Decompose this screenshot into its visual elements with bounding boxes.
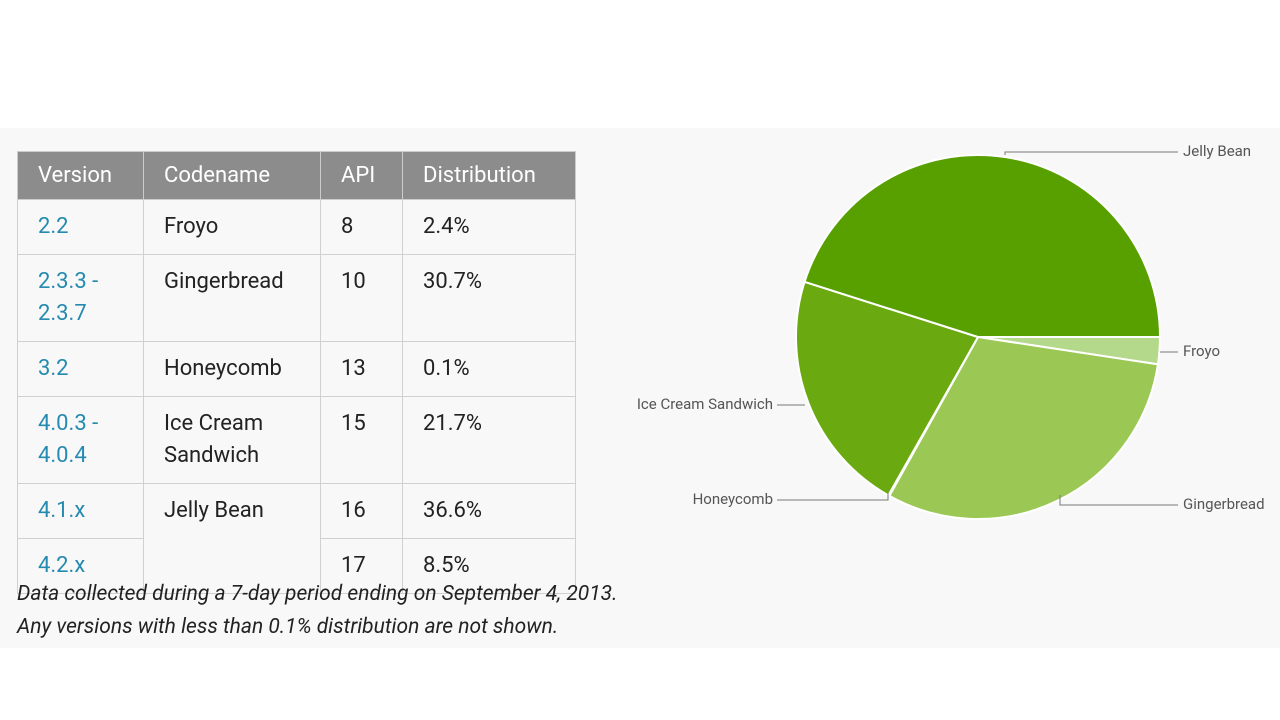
distribution-cell: 0.1% (402, 341, 576, 397)
version-cell: 4.2.x (17, 538, 144, 594)
pie-slice (795, 280, 980, 497)
api-cell: 13 (320, 341, 403, 397)
codename-cell: Honeycomb (143, 341, 321, 397)
pie-slice (803, 154, 1162, 338)
codename-cell: Gingerbread (143, 254, 321, 342)
distribution-table: Version Codename API Distribution 2.2 Froyo 8… (17, 151, 576, 594)
api-cell: 15 (320, 396, 403, 484)
version-cell: 4.1.x (17, 483, 144, 539)
leader-line (777, 493, 889, 501)
distribution-cell: 30.7% (402, 254, 576, 342)
note: Any versions with less than 0.1% distrib… (17, 615, 559, 639)
table-body: 2.2 Froyo 8 2.4% 2.3.3 - 2.3.7 Gingerbread 10 3… (17, 199, 576, 594)
pie-chart: Froyo Gingerbread Honeycomb Ice Cream Sandw… (637, 142, 1265, 520)
slice-label: Froyo (1183, 342, 1220, 360)
slice-label: Honeycomb (693, 490, 773, 508)
slice-label: Ice Cream Sandwich (637, 395, 773, 413)
version-cell: 3.2 (17, 341, 144, 397)
slice-label: Jelly Bean (1183, 142, 1251, 160)
leader-line (1059, 495, 1178, 506)
codename-cell: Froyo (143, 199, 321, 255)
header-cell: Codename (143, 151, 321, 200)
leader-line (1004, 151, 1178, 155)
table-row: 4.2.x 17 8.5% (17, 538, 576, 594)
note: Data collected during a 7-day period end… (17, 582, 618, 606)
distribution-cell: 2.4% (402, 199, 576, 255)
distribution-cell: 8.5% (402, 538, 576, 594)
table-row: 4.1.x Jelly Bean 16 36.6% (17, 483, 576, 594)
codename-cell: Jelly Bean (143, 483, 321, 594)
distribution-cell: 36.6% (402, 483, 576, 539)
header-cell: Version (17, 151, 144, 200)
distribution-cell: 21.7% (402, 396, 576, 484)
table-row: 3.2 Honeycomb 13 0.1% (17, 341, 576, 397)
codename-cell: Ice Cream Sandwich (143, 396, 321, 484)
api-cell: 10 (320, 254, 403, 342)
header-cell: Distribution (402, 151, 576, 200)
slice-label: Gingerbread (1183, 495, 1265, 513)
header-row: Version Codename API Distribution (17, 151, 576, 200)
pie-slice (887, 335, 1160, 520)
api-cell: 17 (320, 538, 403, 594)
version-cell: 2.3.3 - 2.3.7 (17, 254, 144, 342)
table-row: 2.3.3 - 2.3.7 Gingerbread 10 30.7% (17, 254, 576, 342)
api-cell: 8 (320, 199, 403, 255)
table-row: 2.2 Froyo 8 2.4% (17, 199, 576, 255)
api-cell: 16 (320, 483, 403, 539)
table-row: 4.0.3 - 4.0.4 Ice Cream Sandwich 15 21.7% (17, 396, 576, 484)
header-cell: API (320, 151, 403, 200)
version-cell: 2.2 (17, 199, 144, 255)
version-cell: 4.0.3 - 4.0.4 (17, 396, 144, 484)
